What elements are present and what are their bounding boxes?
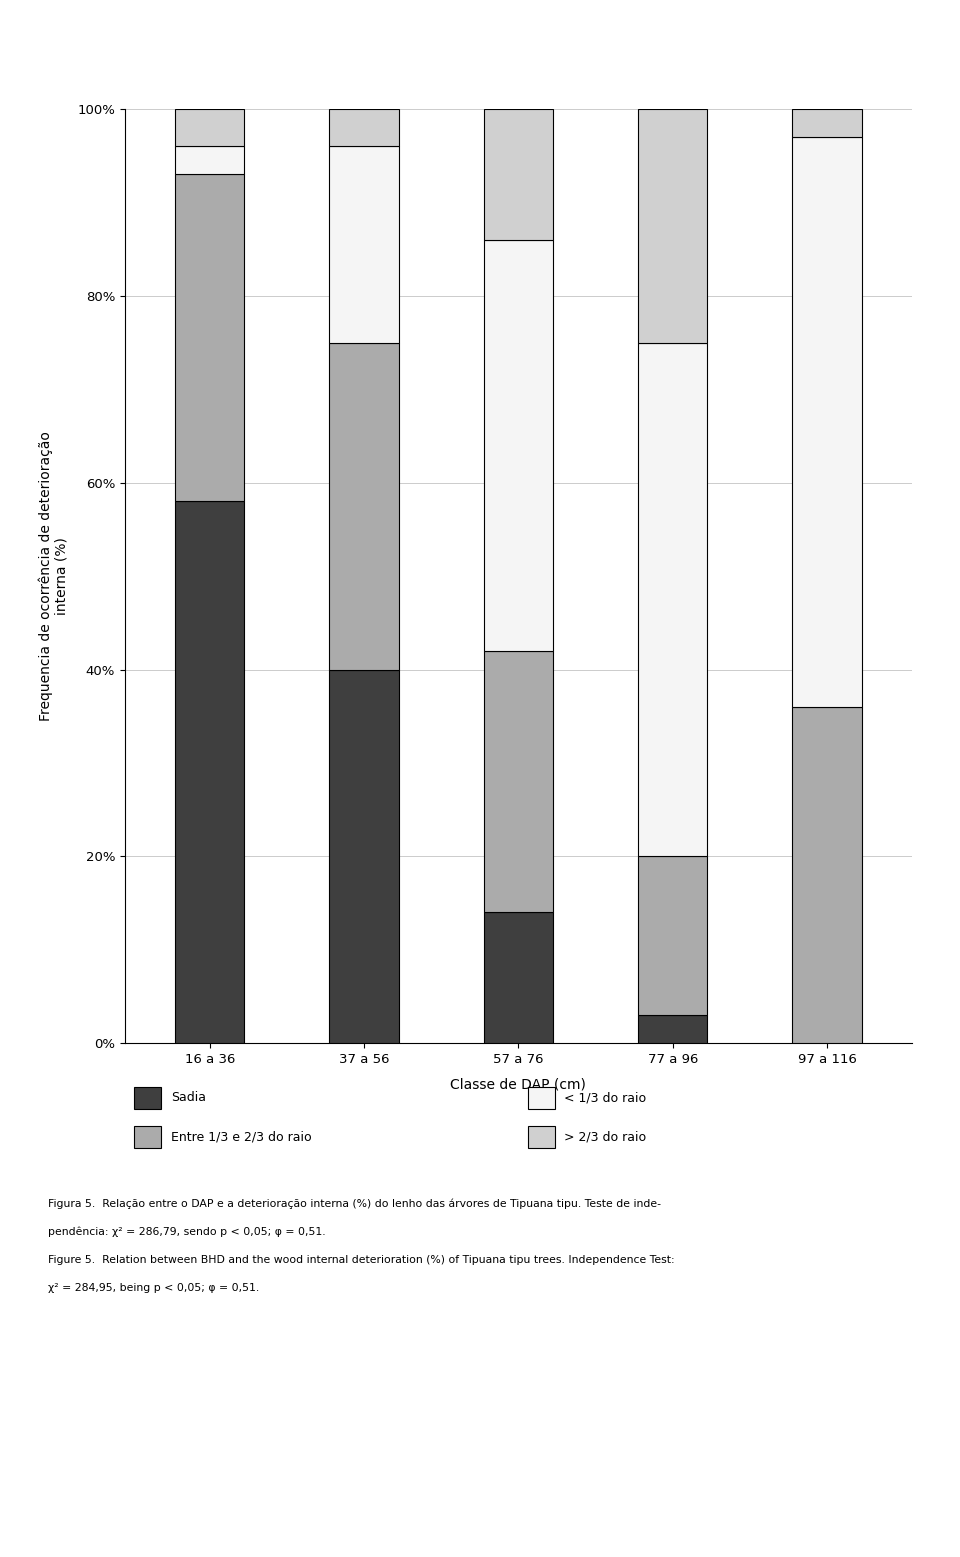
Text: Figura 5.  Relação entre o DAP e a deterioração interna (%) do lenho das árvores: Figura 5. Relação entre o DAP e a deteri…: [48, 1199, 661, 1210]
Text: Figure 5.  Relation between BHD and the wood internal deterioration (%) of Tipua: Figure 5. Relation between BHD and the w…: [48, 1255, 675, 1264]
Y-axis label: Frequencia de ocorrência de deterioração
interna (%): Frequencia de ocorrência de deterioração…: [38, 431, 69, 721]
Bar: [792, 109, 862, 137]
Bar: [484, 912, 553, 1043]
Bar: [175, 501, 245, 1043]
Text: < 1/3 do raio: < 1/3 do raio: [564, 1091, 647, 1104]
Text: χ² = 284,95, being p < 0,05; φ = 0,51.: χ² = 284,95, being p < 0,05; φ = 0,51.: [48, 1283, 259, 1292]
Text: > 2/3 do raio: > 2/3 do raio: [564, 1130, 647, 1143]
Bar: [792, 707, 862, 1043]
Bar: [329, 670, 398, 1043]
Bar: [329, 343, 398, 670]
Bar: [638, 343, 708, 856]
Bar: [175, 109, 245, 146]
Text: Entre 1/3 e 2/3 do raio: Entre 1/3 e 2/3 do raio: [171, 1130, 311, 1143]
Bar: [638, 109, 708, 343]
Bar: [484, 240, 553, 651]
Text: pendência: χ² = 286,79, sendo p < 0,05; φ = 0,51.: pendência: χ² = 286,79, sendo p < 0,05; …: [48, 1227, 325, 1238]
Bar: [329, 109, 398, 146]
Bar: [638, 856, 708, 1015]
Text: Sadia: Sadia: [171, 1091, 205, 1104]
Bar: [175, 146, 245, 174]
Bar: [175, 174, 245, 501]
X-axis label: Classe de DAP (cm): Classe de DAP (cm): [450, 1077, 587, 1091]
Bar: [792, 137, 862, 707]
Bar: [638, 1015, 708, 1043]
Bar: [484, 651, 553, 912]
Bar: [329, 146, 398, 343]
Bar: [484, 109, 553, 240]
